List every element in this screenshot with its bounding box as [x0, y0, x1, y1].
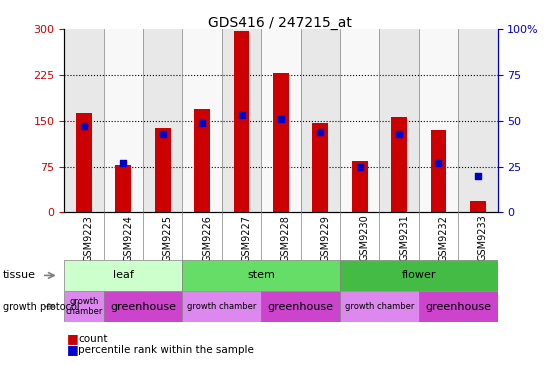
Bar — [64, 29, 103, 212]
Text: ■: ■ — [67, 343, 79, 356]
Bar — [430, 130, 446, 212]
Bar — [458, 29, 498, 212]
Bar — [116, 165, 131, 212]
Bar — [182, 291, 261, 322]
Bar — [103, 29, 143, 212]
Bar — [340, 291, 419, 322]
Bar — [261, 291, 340, 322]
Bar — [352, 161, 368, 212]
Bar — [301, 29, 340, 212]
Bar — [340, 29, 380, 212]
Bar — [340, 260, 498, 291]
Bar — [312, 123, 328, 212]
Bar — [195, 109, 210, 212]
Point — [395, 131, 404, 137]
Bar — [470, 201, 486, 212]
Text: growth
chamber: growth chamber — [65, 297, 103, 316]
Text: growth chamber: growth chamber — [187, 302, 257, 311]
Bar — [103, 291, 182, 322]
Point — [277, 116, 286, 122]
Text: flower: flower — [401, 270, 436, 280]
Point — [198, 120, 207, 126]
Text: stem: stem — [247, 270, 275, 280]
Text: GSM9224: GSM9224 — [124, 214, 134, 262]
Text: greenhouse: greenhouse — [268, 302, 334, 311]
Bar — [380, 29, 419, 212]
Bar — [419, 291, 498, 322]
Text: ■: ■ — [67, 332, 79, 345]
Bar — [64, 291, 103, 322]
Text: GSM9227: GSM9227 — [241, 214, 252, 262]
Text: growth chamber: growth chamber — [345, 302, 414, 311]
Text: greenhouse: greenhouse — [110, 302, 176, 311]
Point — [79, 123, 88, 129]
Text: GSM9231: GSM9231 — [399, 214, 409, 261]
Text: GSM9230: GSM9230 — [359, 214, 369, 261]
Text: GSM9228: GSM9228 — [281, 214, 291, 262]
Bar — [143, 29, 182, 212]
Text: leaf: leaf — [113, 270, 134, 280]
Point — [237, 112, 246, 118]
Bar — [391, 116, 407, 212]
Text: tissue: tissue — [3, 270, 36, 280]
Bar — [261, 29, 301, 212]
Point — [434, 160, 443, 166]
Point — [316, 129, 325, 135]
Bar — [182, 29, 222, 212]
Bar — [182, 260, 340, 291]
Bar — [76, 113, 92, 212]
Point — [158, 131, 167, 137]
Text: GDS416 / 247215_at: GDS416 / 247215_at — [207, 16, 352, 30]
Text: count: count — [78, 333, 108, 344]
Text: GSM9223: GSM9223 — [84, 214, 94, 262]
Text: greenhouse: greenhouse — [425, 302, 491, 311]
Point — [119, 160, 128, 166]
Bar — [155, 128, 170, 212]
Text: GSM9233: GSM9233 — [478, 214, 488, 261]
Text: GSM9225: GSM9225 — [163, 214, 173, 262]
Text: GSM9229: GSM9229 — [320, 214, 330, 262]
Text: percentile rank within the sample: percentile rank within the sample — [78, 344, 254, 355]
Point — [473, 173, 482, 179]
Bar — [234, 30, 249, 212]
Bar — [64, 260, 182, 291]
Bar — [419, 29, 458, 212]
Text: growth protocol: growth protocol — [3, 302, 79, 311]
Bar — [273, 73, 289, 212]
Text: GSM9226: GSM9226 — [202, 214, 212, 262]
Text: GSM9232: GSM9232 — [438, 214, 448, 262]
Bar — [222, 29, 261, 212]
Point — [355, 164, 364, 169]
